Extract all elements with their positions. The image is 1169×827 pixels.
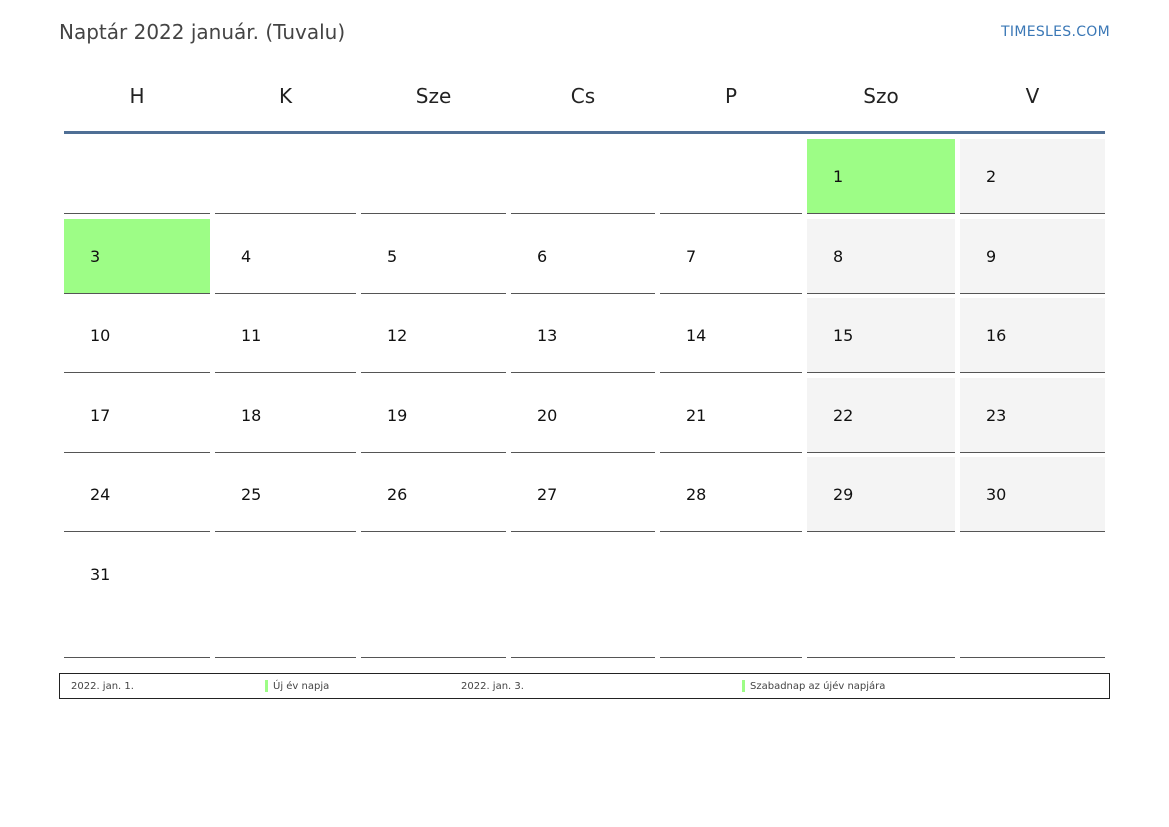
day-number: 10 — [90, 326, 111, 345]
day-cell[interactable]: 3 — [64, 219, 210, 294]
empty-day-cell — [215, 139, 356, 214]
day-cell[interactable]: 6 — [511, 219, 655, 294]
day-number: 25 — [241, 485, 262, 504]
day-cell[interactable]: 19 — [361, 378, 506, 453]
day-number: 19 — [387, 406, 408, 425]
empty-day-cell — [215, 537, 356, 658]
empty-day-cell — [960, 537, 1105, 658]
day-cell[interactable]: 5 — [361, 219, 506, 294]
day-number: 16 — [986, 326, 1007, 345]
weekday-1: H — [129, 84, 145, 108]
day-number: 18 — [241, 406, 262, 425]
day-cell[interactable]: 24 — [64, 457, 210, 532]
day-cell[interactable]: 30 — [960, 457, 1105, 532]
day-number: 17 — [90, 406, 111, 425]
day-cell[interactable]: 23 — [960, 378, 1105, 453]
legend-color-mark-2 — [742, 680, 745, 692]
day-number: 21 — [686, 406, 707, 425]
day-cell[interactable]: 17 — [64, 378, 210, 453]
day-cell[interactable]: 20 — [511, 378, 655, 453]
page-title: Naptár 2022 január. (Tuvalu) — [59, 20, 346, 44]
day-number: 20 — [537, 406, 558, 425]
empty-day-cell — [64, 139, 210, 214]
empty-day-cell — [511, 139, 655, 214]
day-number: 31 — [90, 565, 111, 584]
empty-day-cell — [511, 537, 655, 658]
day-number: 22 — [833, 406, 854, 425]
day-cell[interactable]: 22 — [807, 378, 955, 453]
day-cell[interactable]: 4 — [215, 219, 356, 294]
weekday-5: P — [724, 84, 738, 108]
day-cell[interactable]: 9 — [960, 219, 1105, 294]
day-cell[interactable]: 26 — [361, 457, 506, 532]
day-cell[interactable]: 15 — [807, 298, 955, 373]
day-number: 2 — [986, 167, 997, 186]
day-number: 24 — [90, 485, 111, 504]
day-cell[interactable]: 13 — [511, 298, 655, 373]
day-number: 14 — [686, 326, 707, 345]
holiday-legend: 2022. jan. 1. Új év napja 2022. jan. 3. … — [59, 673, 1110, 699]
legend-date-1: 2022. jan. 1. — [71, 681, 134, 692]
header-divider — [64, 131, 1105, 134]
day-cell[interactable]: 27 — [511, 457, 655, 532]
empty-day-cell — [361, 537, 506, 658]
day-cell[interactable]: 12 — [361, 298, 506, 373]
day-cell[interactable]: 16 — [960, 298, 1105, 373]
day-number: 29 — [833, 485, 854, 504]
day-number: 1 — [833, 167, 844, 186]
weekday-2: K — [278, 84, 293, 108]
day-cell[interactable]: 21 — [660, 378, 802, 453]
weekday-7: V — [1025, 84, 1040, 108]
weekday-header-row: H K Sze Cs P Szo V — [64, 84, 1105, 114]
day-number: 3 — [90, 247, 101, 266]
day-cell[interactable]: 2 — [960, 139, 1105, 214]
day-number: 26 — [387, 485, 408, 504]
day-number: 7 — [686, 247, 697, 266]
empty-day-cell — [807, 537, 955, 658]
day-cell[interactable]: 11 — [215, 298, 356, 373]
day-cell[interactable]: 25 — [215, 457, 356, 532]
brand-link[interactable]: TIMESLES.COM — [1001, 24, 1110, 40]
day-number: 4 — [241, 247, 252, 266]
day-cell[interactable]: 10 — [64, 298, 210, 373]
weekday-3: Sze — [415, 84, 452, 108]
day-number: 8 — [833, 247, 844, 266]
day-number: 12 — [387, 326, 408, 345]
day-number: 9 — [986, 247, 997, 266]
day-cell[interactable]: 18 — [215, 378, 356, 453]
day-number: 5 — [387, 247, 398, 266]
legend-name-1: Új év napja — [273, 681, 330, 692]
day-number: 27 — [537, 485, 558, 504]
day-number: 28 — [686, 485, 707, 504]
empty-day-cell — [361, 139, 506, 214]
day-cell[interactable]: 14 — [660, 298, 802, 373]
empty-day-cell — [660, 139, 802, 214]
day-cell[interactable]: 31 — [64, 537, 210, 658]
weekday-6: Szo — [863, 84, 899, 108]
day-cell[interactable]: 28 — [660, 457, 802, 532]
empty-day-cell — [660, 537, 802, 658]
day-cell[interactable]: 8 — [807, 219, 955, 294]
day-cell[interactable]: 1 — [807, 139, 955, 214]
legend-color-mark-1 — [265, 680, 268, 692]
day-number: 15 — [833, 326, 854, 345]
legend-name-2: Szabadnap az újév napjára — [750, 681, 886, 692]
day-cell[interactable]: 7 — [660, 219, 802, 294]
legend-date-2: 2022. jan. 3. — [461, 681, 524, 692]
day-number: 6 — [537, 247, 548, 266]
day-number: 11 — [241, 326, 262, 345]
day-number: 23 — [986, 406, 1007, 425]
weekday-4: Cs — [570, 84, 596, 108]
day-number: 30 — [986, 485, 1007, 504]
day-number: 13 — [537, 326, 558, 345]
day-cell[interactable]: 29 — [807, 457, 955, 532]
